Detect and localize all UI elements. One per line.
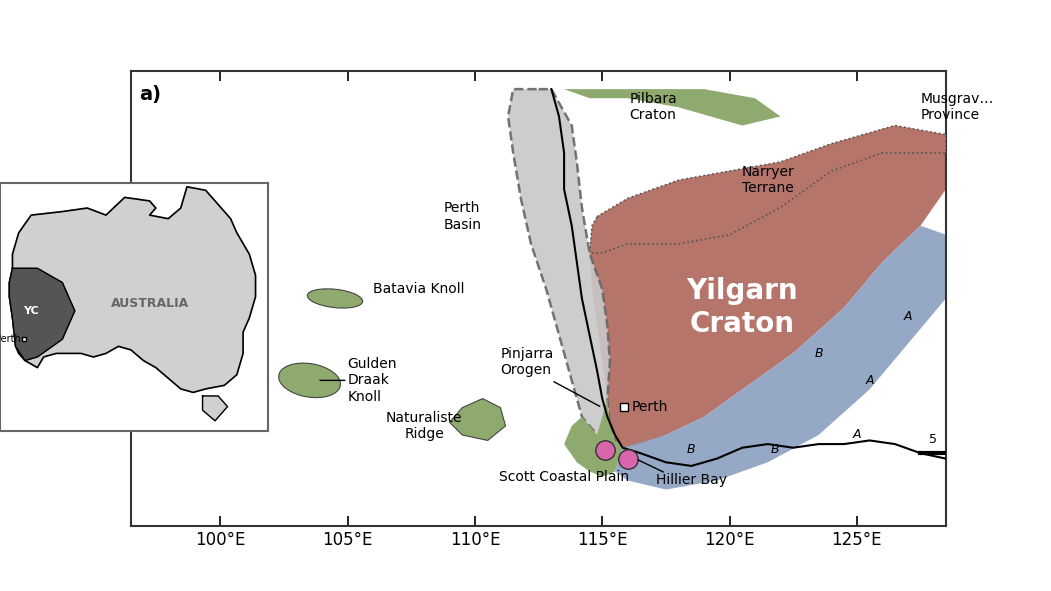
Text: Yilgarn
Craton: Yilgarn Craton [686, 277, 798, 337]
Text: Musgrav…
Province: Musgrav… Province [921, 92, 994, 122]
Text: Perth: Perth [632, 400, 668, 414]
Text: Scott Coastal Plain: Scott Coastal Plain [499, 470, 630, 484]
Text: B: B [815, 346, 823, 359]
Text: A: A [865, 374, 873, 387]
Text: Hillier Bay: Hillier Bay [656, 473, 727, 488]
Text: Gulden
Draak
Knoll: Gulden Draak Knoll [348, 357, 397, 404]
Polygon shape [590, 125, 946, 253]
Polygon shape [590, 125, 946, 448]
Text: Perth
Basin: Perth Basin [444, 202, 481, 232]
Polygon shape [508, 89, 615, 440]
Text: AUSTRALIA: AUSTRALIA [110, 297, 189, 310]
Ellipse shape [279, 363, 341, 398]
Text: Naturaliste
Ridge: Naturaliste Ridge [386, 411, 462, 441]
Text: A: A [852, 428, 861, 441]
Text: Pinjarra
Orogen: Pinjarra Orogen [500, 347, 554, 377]
Polygon shape [450, 398, 506, 440]
Text: Narryer
Terrane: Narryer Terrane [741, 165, 795, 195]
Polygon shape [564, 398, 622, 477]
Text: Perth: Perth [0, 334, 21, 344]
Text: Batavia Knoll: Batavia Knoll [373, 282, 465, 296]
Polygon shape [9, 268, 75, 361]
Ellipse shape [307, 289, 363, 308]
Text: B: B [771, 443, 780, 456]
Text: Pilbara
Craton: Pilbara Craton [630, 92, 677, 122]
Polygon shape [9, 187, 255, 392]
Text: a): a) [139, 86, 161, 105]
Text: A: A [904, 310, 912, 323]
Polygon shape [615, 226, 946, 489]
Polygon shape [203, 396, 227, 421]
Text: B: B [687, 443, 696, 456]
Text: YC: YC [23, 306, 39, 316]
Text: 5: 5 [929, 433, 937, 446]
Polygon shape [552, 89, 781, 125]
